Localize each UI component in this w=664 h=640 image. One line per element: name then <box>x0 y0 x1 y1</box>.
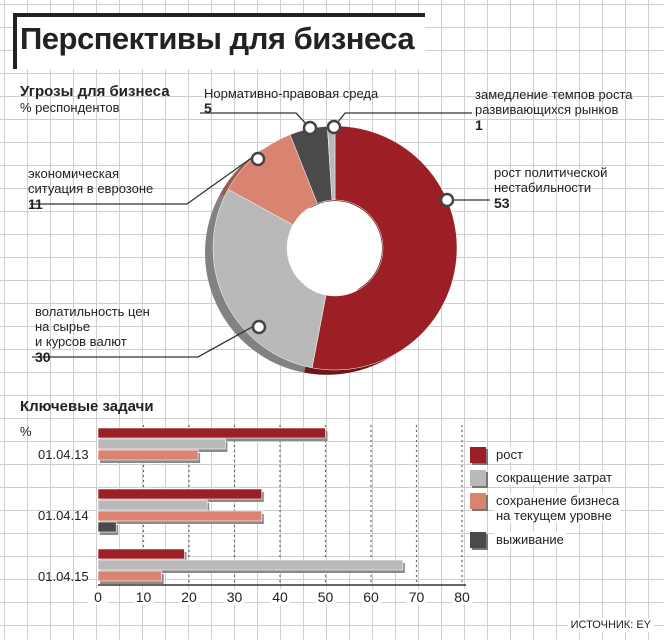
legend-swatch-rost <box>470 447 486 463</box>
bar-0-0 <box>97 427 326 439</box>
tick-label-70: 70 <box>409 589 425 605</box>
source-label: ИСТОЧНИК: EY <box>567 618 654 632</box>
bar-1-0 <box>97 488 263 500</box>
leader-normativ-marker <box>302 120 318 136</box>
value-volat: 30 <box>35 349 51 365</box>
tick-bg-10 <box>133 589 154 605</box>
title-box <box>13 13 425 69</box>
label-rost-1: рост политической <box>494 165 608 180</box>
label-zamedlenie-2: развивающихся рынков <box>475 102 619 117</box>
bar-2-1 <box>97 559 404 571</box>
category-label-2015: 01.04.15 <box>38 569 89 584</box>
tick-bg-80 <box>452 589 472 605</box>
tick-label-50: 50 <box>318 589 334 605</box>
legend-label-sokhranenie-1: сохранение бизнеса <box>496 493 620 508</box>
tick-label-30: 30 <box>227 589 243 605</box>
category-label-2014: 01.04.14 <box>38 508 89 523</box>
leader-zamedlenie-marker <box>326 119 342 135</box>
tick-label-80: 80 <box>454 589 470 605</box>
tick-bg-60 <box>361 589 381 605</box>
category-label-2013: 01.04.13 <box>38 447 89 462</box>
legend-item-sokrashchenie: сокращение затрат <box>470 470 615 486</box>
label-zamedlenie-1: замедление темпов роста <box>475 87 633 102</box>
tick-label-60: 60 <box>363 589 379 605</box>
donut-hole <box>288 201 382 295</box>
legend-item-rost: рост <box>470 447 525 463</box>
donut-subtitle: % респондентов <box>20 100 120 115</box>
legend-label-sokrashchenie: сокращение затрат <box>494 470 615 485</box>
page-title: Перспективы для бизнеса <box>20 21 415 56</box>
leader-ekonom-marker <box>250 151 266 167</box>
donut-title: Угрозы для бизнеса <box>20 83 170 100</box>
label-ekonom-2: ситуация в еврозоне <box>28 181 154 196</box>
legend-swatch-vyzhivanie <box>470 532 486 548</box>
donut-slice-1 <box>212 188 327 369</box>
legend-item-sokhranenie: сохранение бизнеса на текущем уровне <box>470 493 622 523</box>
bar-0-2 <box>97 449 199 461</box>
bar-1-1 <box>97 499 208 511</box>
bar-unit-label: % <box>20 424 32 439</box>
tick-bg-30 <box>224 589 245 605</box>
tick-label-0: 0 <box>94 589 102 605</box>
bar-1-2 <box>97 510 263 522</box>
label-normativ: Нормативно-правовая среда <box>204 86 379 101</box>
legend-text-sokhranenie: сохранение бизнеса на текущем уровне <box>494 493 622 523</box>
leader-rost-marker <box>439 192 455 208</box>
value-normativ: 5 <box>204 100 212 116</box>
bar-title: Ключевые задачи <box>20 398 154 415</box>
legend-label-vyzhivanie: выживание <box>494 532 566 547</box>
tick-bg-70 <box>406 589 427 605</box>
tick-label-40: 40 <box>272 589 288 605</box>
legend-swatch-sokrashchenie <box>470 470 486 486</box>
legend-label-sokhranenie-2: на текущем уровне <box>496 508 612 523</box>
value-zamedlenie: 1 <box>475 117 483 133</box>
label-ekonom-1: экономическая <box>28 166 120 181</box>
value-rost: 53 <box>494 195 510 211</box>
label-volat-2: на сырье <box>35 319 91 334</box>
tick-bg-0 <box>88 589 108 605</box>
donut-slice-0 <box>311 125 458 371</box>
legend-label-rost: рост <box>494 447 525 462</box>
tick-bg-40 <box>270 589 290 605</box>
tick-label-20: 20 <box>181 589 197 605</box>
legend-item-vyzhivanie: выживание <box>470 532 566 548</box>
leader-volat-marker <box>251 319 267 335</box>
label-volat-3: и курсов валют <box>35 334 127 349</box>
bar-2-0 <box>97 548 185 560</box>
label-rost-2: нестабильности <box>494 180 592 195</box>
bar-0-1 <box>97 438 226 450</box>
legend-swatch-sokhranenie <box>470 493 486 509</box>
tick-bg-20 <box>179 589 199 605</box>
tick-bg-50 <box>315 589 336 605</box>
bar-2-2 <box>97 570 163 582</box>
tick-label-10: 10 <box>136 589 152 605</box>
label-volat-1: волатильность цен <box>35 304 150 319</box>
bar-1-3 <box>97 521 117 533</box>
value-ekonom: 11 <box>28 196 43 212</box>
